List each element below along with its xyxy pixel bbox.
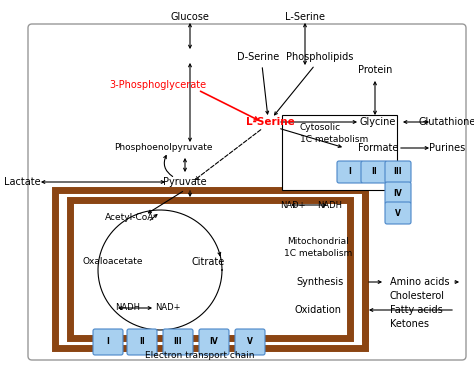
Text: 1C metabolism: 1C metabolism	[284, 249, 352, 259]
Text: 3-Phosphoglycerate: 3-Phosphoglycerate	[109, 80, 207, 90]
Text: Purines: Purines	[429, 143, 465, 153]
Text: I: I	[107, 338, 109, 346]
FancyBboxPatch shape	[385, 202, 411, 224]
FancyBboxPatch shape	[199, 329, 229, 355]
Text: D-Serine: D-Serine	[237, 52, 279, 62]
Text: Glucose: Glucose	[171, 12, 210, 22]
Text: I: I	[348, 168, 351, 176]
Text: L-Serine: L-Serine	[285, 12, 325, 22]
FancyBboxPatch shape	[337, 161, 363, 183]
Text: III: III	[394, 168, 402, 176]
Text: Cholesterol: Cholesterol	[390, 291, 445, 301]
Text: Mitochondrial: Mitochondrial	[287, 238, 349, 246]
Text: NADH: NADH	[116, 303, 140, 313]
Text: Glycine: Glycine	[360, 117, 396, 127]
FancyBboxPatch shape	[127, 329, 157, 355]
Text: Phosphoenolpyruvate: Phosphoenolpyruvate	[114, 144, 212, 152]
Text: NAD+: NAD+	[155, 303, 181, 313]
Bar	[70, 200, 350, 338]
Text: Glutathione: Glutathione	[419, 117, 474, 127]
Text: L-Serine: L-Serine	[246, 117, 294, 127]
Text: Pyruvate: Pyruvate	[163, 177, 207, 187]
FancyBboxPatch shape	[361, 161, 387, 183]
Text: Synthesis: Synthesis	[296, 277, 344, 287]
Text: V: V	[395, 208, 401, 217]
FancyBboxPatch shape	[163, 329, 193, 355]
Text: Citrate: Citrate	[191, 257, 225, 267]
Text: II: II	[371, 168, 377, 176]
Bar	[282, 115, 397, 190]
Text: Cytosolic: Cytosolic	[300, 124, 341, 132]
Text: Formate: Formate	[358, 143, 398, 153]
Text: Fatty acids: Fatty acids	[390, 305, 443, 315]
Text: Protein: Protein	[358, 65, 392, 75]
Text: Amino acids: Amino acids	[390, 277, 449, 287]
Text: III: III	[173, 338, 182, 346]
FancyBboxPatch shape	[93, 329, 123, 355]
Text: NADH: NADH	[318, 200, 343, 210]
Text: NAD+: NAD+	[280, 200, 306, 210]
Text: Oxidation: Oxidation	[294, 305, 341, 315]
Text: IV: IV	[393, 189, 402, 197]
Text: Oxaloacetate: Oxaloacetate	[83, 258, 143, 266]
Text: Acetyl-CoA: Acetyl-CoA	[105, 214, 155, 223]
FancyBboxPatch shape	[28, 24, 466, 360]
Bar	[55, 190, 365, 348]
Text: Lactate: Lactate	[4, 177, 40, 187]
FancyBboxPatch shape	[385, 161, 411, 183]
Text: 1C metabolism: 1C metabolism	[300, 135, 368, 145]
FancyBboxPatch shape	[385, 182, 411, 204]
Text: Phospholipids: Phospholipids	[286, 52, 354, 62]
Text: Ketones: Ketones	[390, 319, 429, 329]
Text: V: V	[247, 338, 253, 346]
Text: Electron transport chain: Electron transport chain	[145, 352, 255, 361]
Text: IV: IV	[210, 338, 219, 346]
FancyBboxPatch shape	[235, 329, 265, 355]
Text: II: II	[139, 338, 145, 346]
